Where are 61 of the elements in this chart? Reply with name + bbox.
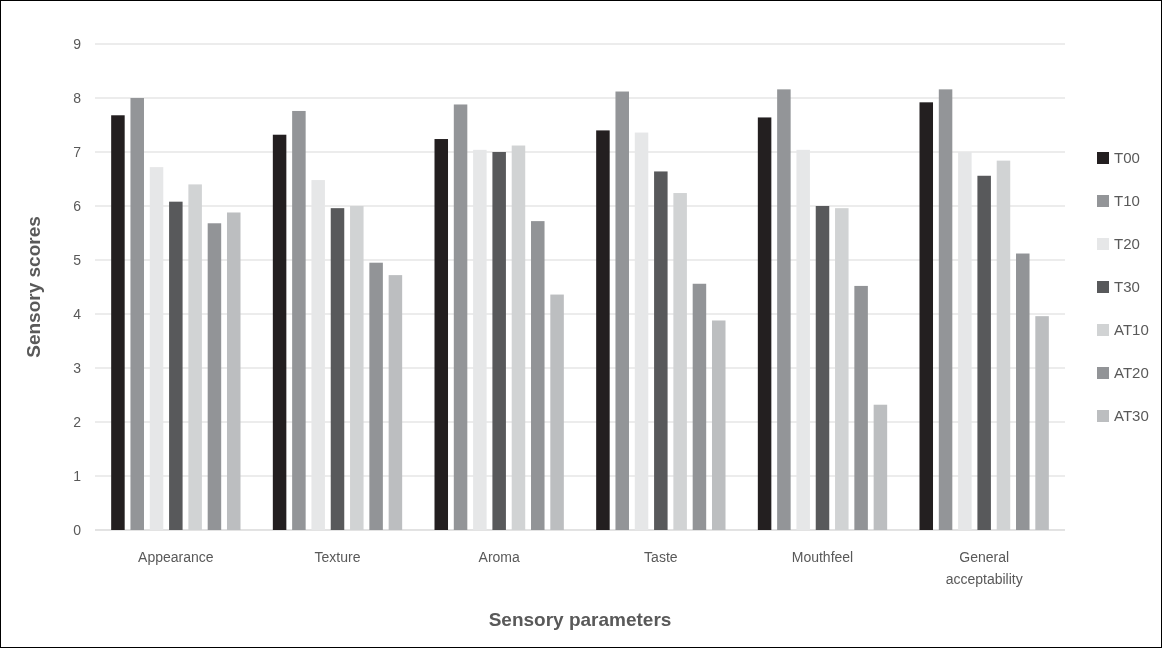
y-tick-label: 3 (73, 359, 82, 376)
bar (977, 175, 991, 530)
y-tick-label: 4 (73, 305, 82, 322)
bar (550, 294, 564, 530)
bar (388, 275, 403, 530)
bar (130, 98, 144, 530)
bar (111, 115, 125, 530)
y-axis-title: Sensory scores (23, 216, 44, 358)
bar (777, 89, 791, 530)
y-tick-label: 2 (73, 413, 82, 430)
x-tick-label: Texture (314, 549, 361, 565)
bar (796, 149, 810, 530)
bar (919, 102, 934, 530)
legend-label: AT10 (1114, 321, 1149, 339)
x-tick-label: Aroma (478, 549, 520, 565)
y-tick-label: 7 (73, 143, 82, 160)
y-tick-label: 8 (73, 89, 82, 106)
bar (272, 134, 287, 530)
legend-label: AT20 (1114, 364, 1149, 382)
bar (757, 117, 772, 530)
bar (292, 110, 306, 530)
bar (453, 104, 468, 530)
legend-label: T30 (1114, 278, 1140, 296)
x-tick-label: Mouthfeel (791, 549, 854, 565)
bar (311, 180, 325, 530)
bar (873, 404, 888, 530)
bar (615, 91, 629, 530)
bar (634, 132, 649, 530)
bar (149, 167, 164, 530)
legend-label: T10 (1114, 192, 1140, 210)
bar (531, 221, 545, 530)
bar (369, 262, 383, 530)
bar (654, 171, 668, 530)
bar (854, 285, 868, 530)
x-tick-label: Taste (644, 549, 678, 565)
bar (226, 212, 241, 530)
bar (1035, 316, 1049, 530)
bar (207, 223, 222, 530)
bar (169, 201, 183, 530)
bar (938, 89, 953, 530)
x-tick-label: Appearance (138, 549, 214, 565)
bar (492, 152, 506, 530)
bar (958, 152, 972, 530)
bar (1016, 253, 1030, 530)
y-tick-label: 1 (73, 467, 82, 484)
bar (815, 206, 830, 530)
y-tick-label: 0 (73, 521, 82, 538)
bar (596, 130, 610, 530)
legend-label: T00 (1114, 149, 1140, 167)
x-tick-label: General acceptability (945, 549, 1023, 587)
legend-label: T20 (1114, 235, 1140, 253)
y-tick-label: 5 (73, 251, 82, 268)
y-tick-label: 9 (73, 35, 82, 52)
bar (711, 320, 726, 530)
legend-label: AT30 (1114, 407, 1149, 425)
bar (473, 149, 487, 530)
bar (330, 208, 345, 530)
y-tick-label: 6 (73, 197, 82, 214)
bar (692, 283, 707, 530)
bar (434, 139, 449, 530)
x-axis-title: Sensory parameters (488, 609, 672, 630)
